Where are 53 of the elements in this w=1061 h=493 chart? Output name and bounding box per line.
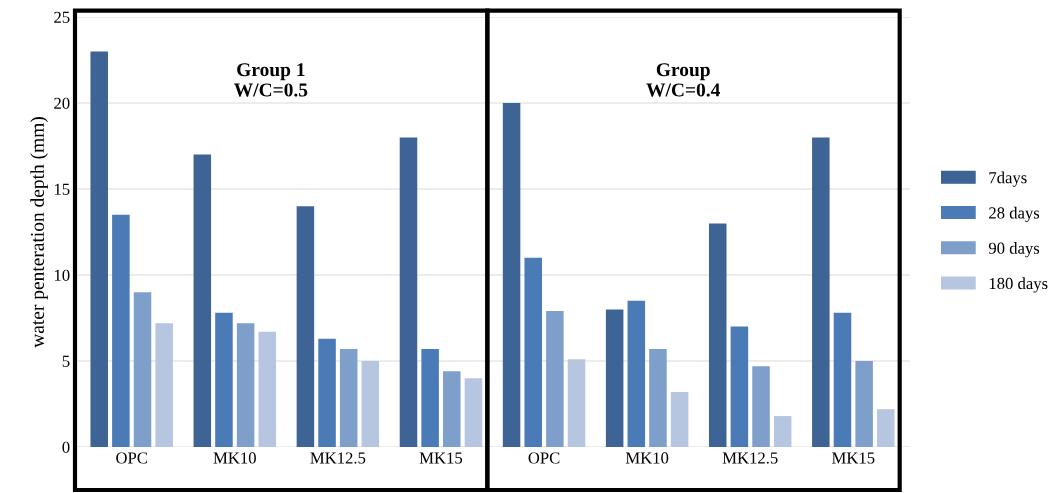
bar <box>464 378 483 447</box>
bar <box>318 338 336 447</box>
legend-label: 180 days <box>989 277 1048 293</box>
x-tick-label: MK10 <box>625 452 669 464</box>
bar <box>627 300 646 447</box>
bar <box>90 51 108 447</box>
bar <box>236 323 255 447</box>
bar <box>752 366 770 447</box>
y-tick-label: 20 <box>54 97 70 109</box>
y-tick-label: 5 <box>62 355 70 367</box>
legend-label: 7days <box>989 171 1027 187</box>
bar <box>730 326 749 447</box>
bar <box>399 137 418 447</box>
x-tick-label: MK12.5 <box>722 452 778 464</box>
bar <box>670 391 689 447</box>
bar <box>193 154 212 447</box>
bar <box>524 257 542 447</box>
bar <box>877 409 895 447</box>
x-tick-label: OPC <box>528 452 560 464</box>
y-tick-label: 15 <box>54 183 70 195</box>
bar <box>361 361 380 447</box>
bar <box>773 416 792 447</box>
bar <box>546 311 564 447</box>
bar <box>155 323 173 447</box>
bar <box>649 348 667 447</box>
bar <box>502 103 521 447</box>
x-tick-label: MK10 <box>213 452 256 464</box>
x-tick-label: MK15 <box>419 452 463 464</box>
legend-label: 28 days <box>989 206 1040 222</box>
y-axis-title: water penteration depth (mm) <box>30 117 48 348</box>
legend-label: 90 days <box>988 242 1040 258</box>
x-tick-label: MK15 <box>832 452 875 464</box>
annotation: Group 1 W/C=0.5 <box>234 63 308 97</box>
annotation: Group W/C=0.4 <box>646 63 720 97</box>
y-tick-label: 10 <box>54 269 70 281</box>
bar <box>443 371 461 447</box>
bar <box>258 331 277 447</box>
bar <box>833 312 852 447</box>
bar <box>605 309 624 447</box>
y-tick-label: 0 <box>62 441 70 453</box>
bar <box>215 312 233 447</box>
bar <box>296 206 315 447</box>
bar <box>112 214 130 447</box>
bar <box>133 292 152 447</box>
bar <box>421 348 439 447</box>
x-tick-label: MK12.5 <box>310 452 366 464</box>
bar <box>567 359 586 447</box>
bar <box>855 361 873 447</box>
bar <box>812 137 830 447</box>
y-tick-label: 25 <box>54 11 70 23</box>
bar <box>339 348 358 447</box>
bar <box>708 223 727 447</box>
x-tick-label: OPC <box>116 452 147 464</box>
